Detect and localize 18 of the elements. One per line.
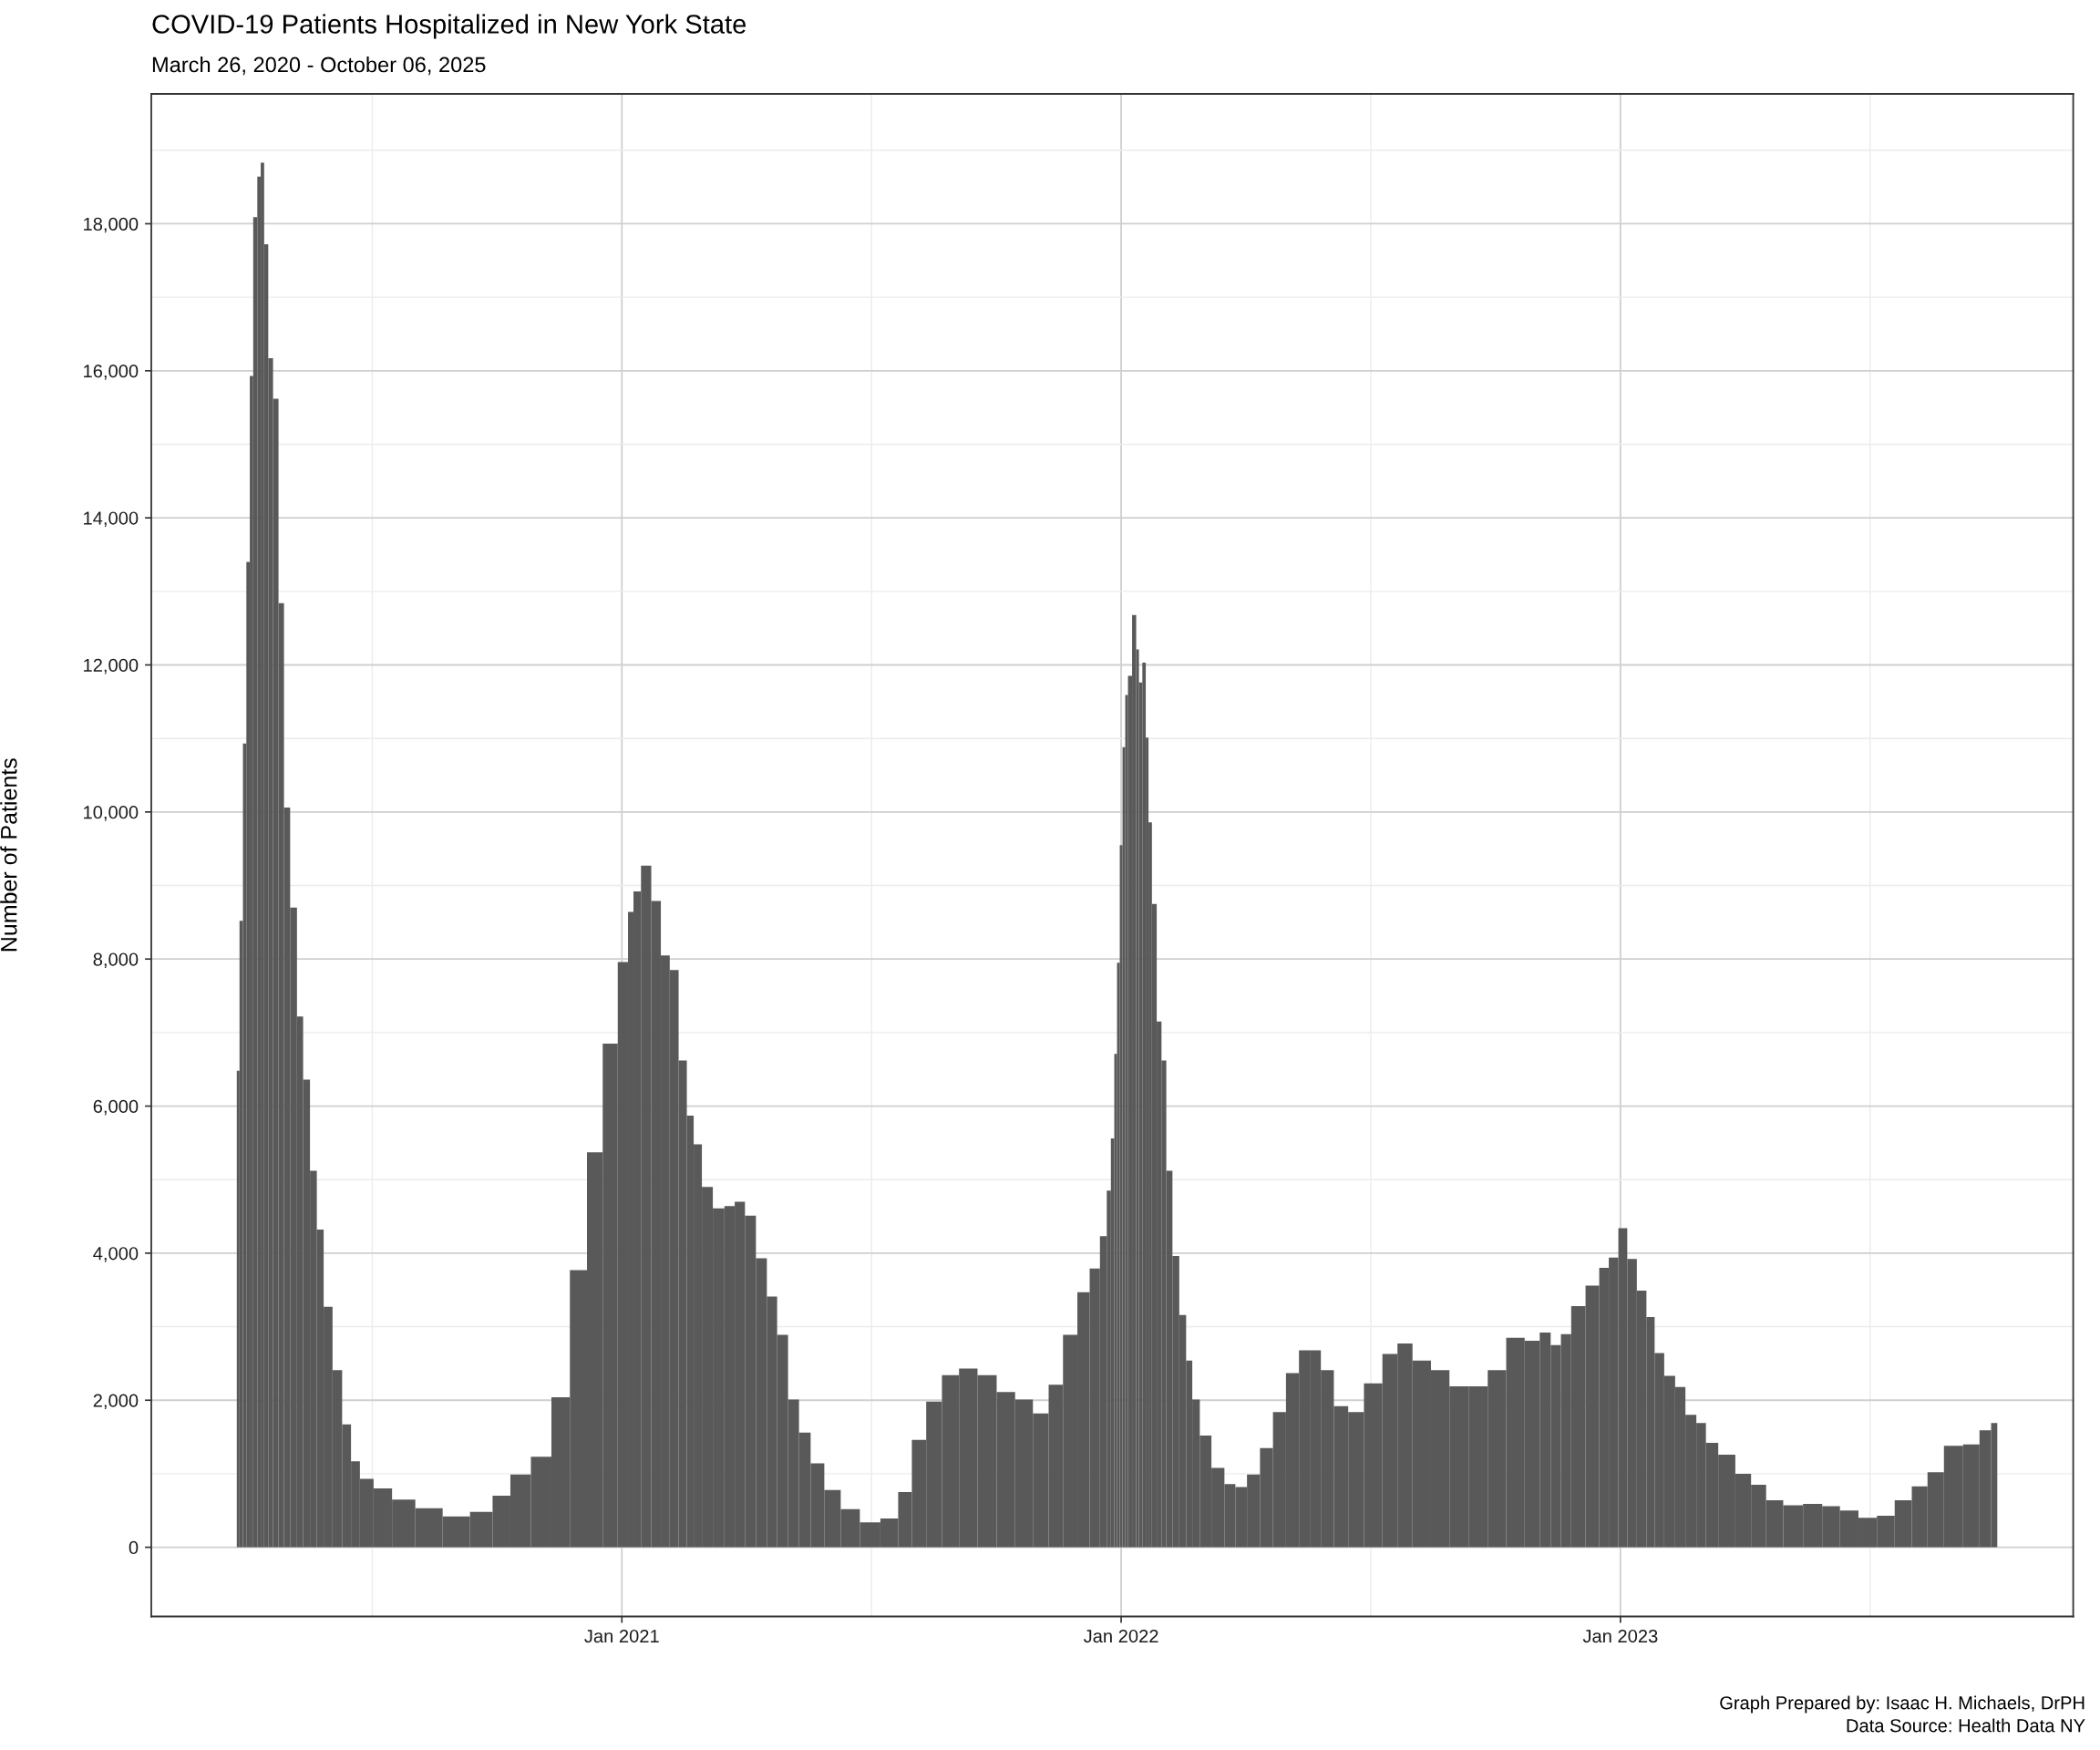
chart-title: COVID-19 Patients Hospitalized in New York State: [152, 14, 746, 39]
y-tick-label: 16,000: [84, 365, 139, 380]
text: Graph Prepared by: Isaac H. Michaels, DrPH: [1720, 1695, 2085, 1714]
y-tick-label: 8,000: [93, 952, 139, 969]
source-note: Data Source: Health Data NY: [1847, 1718, 2085, 1733]
y-tick-label: 6,000: [93, 1099, 139, 1116]
x-tick-label: Jan 2022: [1083, 1629, 1158, 1643]
x-tick-label: Jan 2023: [1582, 1629, 1658, 1643]
x-tick-label: Jan 2021: [584, 1629, 659, 1643]
y-tick-label: 0: [129, 1540, 139, 1555]
y-tick-label: 18,000: [84, 217, 139, 233]
y-axis-title: Number of Patients: [0, 758, 17, 952]
y-tick-label: 12,000: [84, 658, 139, 674]
chart-subtitle: March 26, 2020 - October 06, 2025: [152, 57, 486, 76]
y-tick-label: 14,000: [84, 511, 139, 528]
y-tick-label: 4,000: [93, 1247, 139, 1262]
y-tick-label: 2,000: [93, 1394, 139, 1410]
y-tick-label: 10,000: [84, 806, 139, 821]
